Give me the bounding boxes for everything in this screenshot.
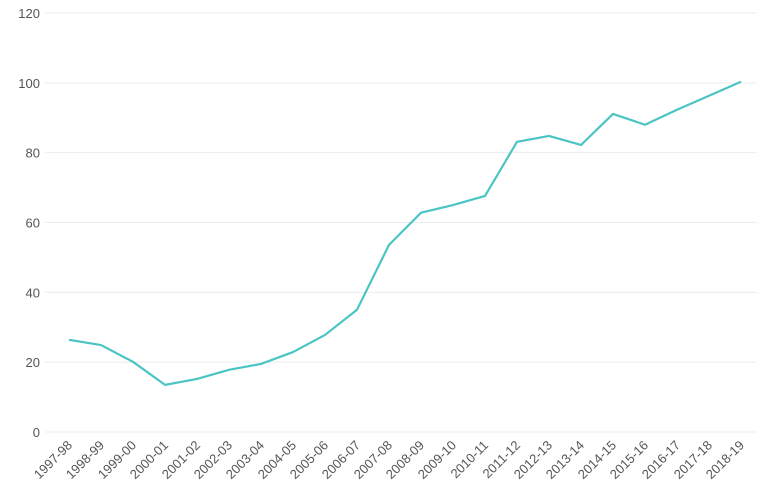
- y-tick-label: 20: [26, 355, 40, 370]
- y-tick-label: 60: [26, 216, 40, 231]
- y-tick-label: 100: [18, 76, 40, 91]
- y-tick-label: 40: [26, 285, 40, 300]
- y-tick-label: 120: [18, 6, 40, 21]
- line: [68, 80, 742, 386]
- y-tick-label: 80: [26, 146, 40, 161]
- y-tick-label: 0: [33, 425, 40, 440]
